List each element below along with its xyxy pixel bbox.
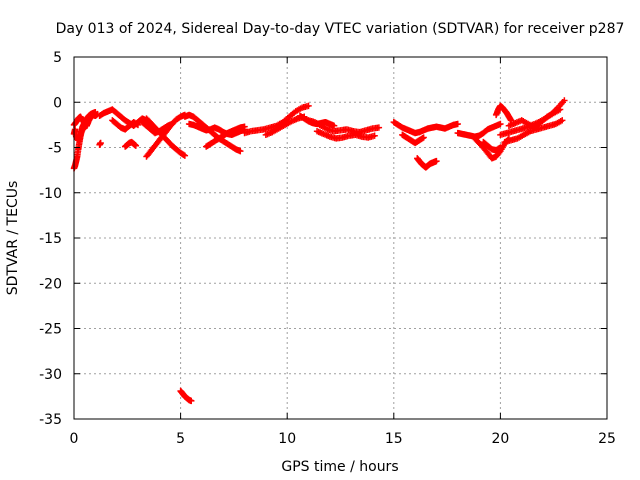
x-tick-label: 0 — [70, 431, 79, 447]
data-point — [433, 157, 440, 165]
data-point — [132, 142, 140, 149]
y-tick-label: 0 — [53, 95, 62, 111]
y-tick-label: -20 — [39, 276, 62, 292]
y-tick-label: -5 — [48, 141, 62, 157]
x-tick-label: 5 — [176, 431, 185, 447]
data-point — [559, 117, 566, 124]
data-point — [371, 132, 378, 139]
y-axis-label: SDTVAR / TECUs — [5, 181, 21, 296]
grid — [74, 57, 607, 419]
data-point — [83, 120, 90, 128]
x-tick-label: 10 — [278, 431, 296, 447]
data-point — [507, 117, 515, 124]
data-point — [561, 97, 568, 104]
x-tick-label: 20 — [491, 431, 509, 447]
data-point — [497, 120, 504, 128]
y-tick-label: 5 — [53, 50, 62, 66]
x-axis-ticks: 0 5 10 15 20 25 — [70, 57, 616, 447]
data-point — [134, 121, 142, 129]
data-points — [70, 97, 568, 405]
data-point — [181, 152, 189, 159]
data-point — [168, 120, 176, 128]
y-tick-label: -15 — [39, 231, 62, 247]
data-point — [556, 106, 564, 113]
x-axis-label: GPS time / hours — [281, 459, 398, 475]
data-point — [305, 102, 312, 110]
data-point — [330, 122, 338, 129]
data-point — [375, 124, 383, 131]
x-tick-label: 15 — [385, 431, 403, 447]
data-point — [420, 134, 427, 141]
y-tick-label: -10 — [39, 186, 62, 202]
data-point — [97, 139, 104, 147]
y-tick-label: -35 — [39, 412, 62, 428]
data-point — [497, 144, 504, 151]
data-point — [237, 147, 244, 155]
y-tick-label: -25 — [39, 322, 62, 338]
y-axis-ticks: 5 0 -5 -10 -15 -20 -25 -30 -35 — [39, 50, 607, 428]
data-point — [188, 397, 195, 405]
x-tick-label: 25 — [598, 431, 616, 447]
chart-title: Day 013 of 2024, Sidereal Day-to-day VTE… — [56, 21, 625, 37]
data-point — [454, 120, 461, 128]
y-tick-label: -30 — [39, 367, 62, 383]
